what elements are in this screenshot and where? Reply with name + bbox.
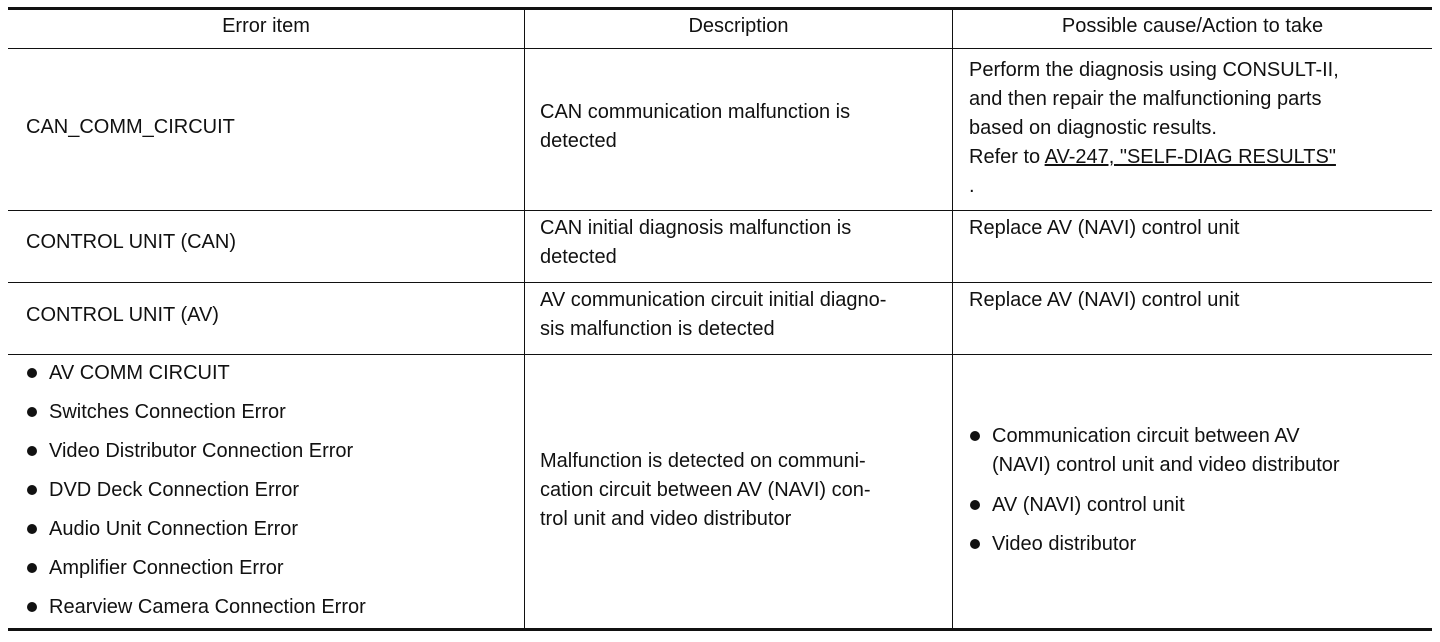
error-item: DVD Deck Connection Error (49, 479, 300, 501)
link[interactable]: AV-247, "SELF-DIAG RESULTS" (1044, 146, 1336, 168)
action: Communication circuit between AV (992, 425, 1300, 447)
action: Replace AV (NAVI) control unit (969, 217, 1240, 239)
rule (8, 7, 1432, 10)
bullet (27, 407, 37, 417)
error-item: CAN_COMM_CIRCUIT (26, 116, 235, 138)
error-item: Video Distributor Connection Error (49, 440, 354, 462)
bullet (27, 446, 37, 456)
description: detected (540, 246, 617, 268)
action: . (969, 175, 975, 197)
error-item: CONTROL UNIT (AV) (26, 304, 219, 326)
description: CAN communication malfunction is (540, 101, 851, 123)
action: Refer to (969, 146, 1041, 168)
description: AV communication circuit initial diagno- (540, 289, 887, 311)
rule (8, 282, 1432, 283)
bullet (970, 500, 980, 510)
error-item: Switches Connection Error (49, 401, 286, 423)
action: based on diagnostic results. (969, 117, 1217, 139)
rule (8, 354, 1432, 355)
header-cell: Possible cause/Action to take (1061, 15, 1324, 37)
error-item: Audio Unit Connection Error (49, 518, 299, 540)
description: cation circuit between AV (NAVI) con- (540, 479, 871, 501)
header-cell: Description (688, 15, 789, 37)
bullet (27, 485, 37, 495)
rule (8, 628, 1432, 631)
rule (8, 210, 1432, 211)
action: Perform the diagnosis using CONSULT-II, (969, 59, 1339, 81)
action: Video distributor (992, 533, 1137, 555)
description: trol unit and video distributor (540, 508, 792, 530)
action: AV (NAVI) control unit (992, 494, 1185, 516)
bullet (970, 431, 980, 441)
error-item: Rearview Camera Connection Error (49, 596, 366, 618)
error-item: Amplifier Connection Error (49, 557, 284, 579)
rule (524, 10, 525, 628)
description: detected (540, 130, 617, 152)
bullet (27, 524, 37, 534)
header-cell: Error item (222, 15, 310, 37)
description: sis malfunction is detected (540, 318, 775, 340)
action: Replace AV (NAVI) control unit (969, 289, 1240, 311)
bullet (970, 539, 980, 549)
rule (952, 10, 953, 628)
action: and then repair the malfunctioning parts (969, 88, 1322, 110)
bullet (27, 563, 37, 573)
description: CAN initial diagnosis malfunction is (540, 217, 852, 239)
description: Malfunction is detected on communi- (540, 450, 866, 472)
error-item: AV COMM CIRCUIT (49, 362, 230, 384)
bullet (27, 602, 37, 612)
rule (8, 48, 1432, 49)
action: (NAVI) control unit and video distributo… (992, 454, 1340, 476)
error-item: CONTROL UNIT (CAN) (26, 231, 236, 253)
action: Refer to AV-247, "SELF-DIAG RESULTS" (969, 145, 1336, 169)
bullet (27, 368, 37, 378)
